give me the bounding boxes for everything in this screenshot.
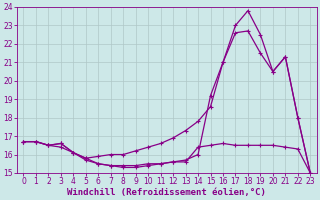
X-axis label: Windchill (Refroidissement éolien,°C): Windchill (Refroidissement éolien,°C): [68, 188, 266, 197]
